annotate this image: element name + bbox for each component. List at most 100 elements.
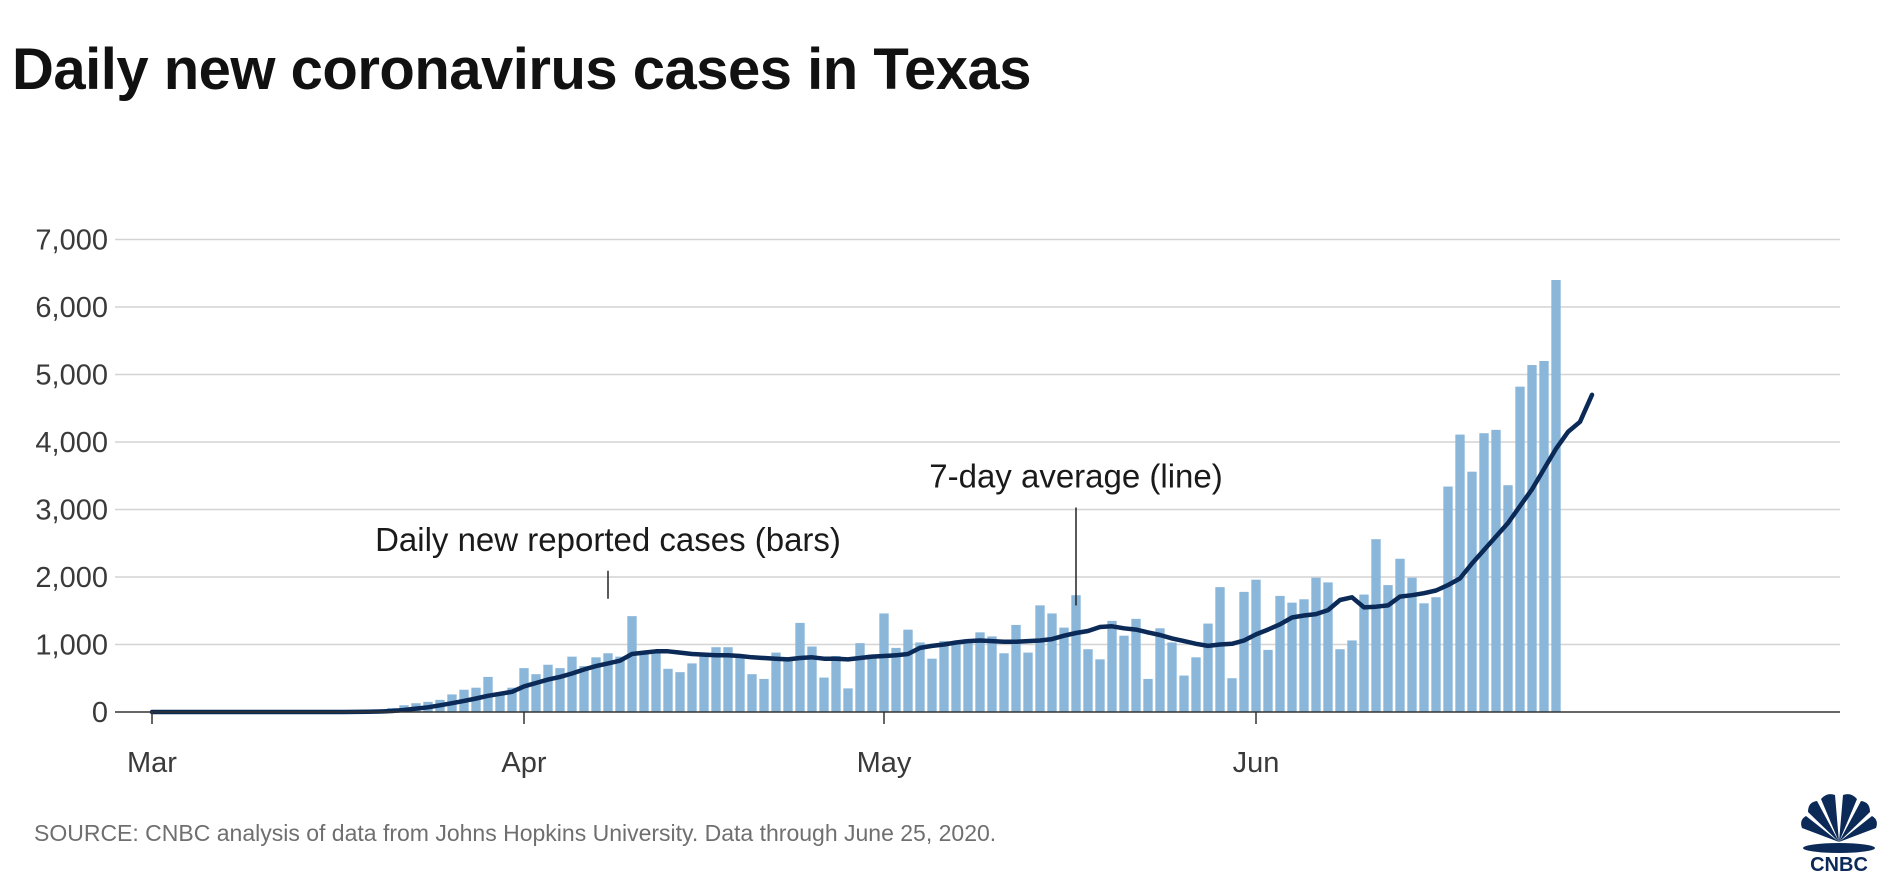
daily-cases-bar (651, 653, 661, 712)
daily-cases-bar (1455, 434, 1465, 712)
daily-cases-bar (759, 678, 769, 712)
daily-cases-bar (1287, 602, 1297, 712)
daily-cases-bar (1335, 649, 1345, 712)
daily-cases-bar (579, 666, 589, 712)
daily-cases-bar (591, 657, 601, 712)
daily-cases-bar (1155, 628, 1165, 712)
daily-cases-bar (1179, 675, 1189, 712)
annotation-label: Daily new reported cases (bars) (375, 521, 841, 558)
daily-cases-bar (1167, 642, 1177, 712)
daily-cases-bar (1107, 620, 1117, 712)
daily-cases-bar (783, 658, 793, 712)
seven-day-average-line (149, 392, 1595, 715)
daily-cases-bar (1275, 595, 1285, 712)
daily-cases-bar (1131, 618, 1141, 712)
y-tick-label: 7,000 (35, 225, 108, 257)
daily-cases-bar (531, 674, 541, 712)
daily-cases-bar (1311, 577, 1321, 712)
daily-cases-bar (1083, 649, 1093, 712)
daily-cases-bar (615, 656, 625, 712)
daily-cases-bar (1419, 603, 1429, 712)
daily-cases-bar (1239, 591, 1249, 712)
daily-cases-bar (555, 668, 565, 712)
daily-cases-bar (795, 622, 805, 712)
source-note: SOURCE: CNBC analysis of data from Johns… (34, 820, 997, 846)
daily-cases-bar (1071, 595, 1081, 712)
daily-cases-bar (1371, 539, 1381, 712)
daily-cases-bar (951, 643, 961, 712)
x-axis (115, 711, 1840, 724)
daily-cases-bar (1203, 623, 1213, 712)
daily-cases-bar (831, 655, 841, 712)
chart: 0 1,000 2,000 3,000 4,000 5,000 6,000 7,000 Mar… (35, 225, 1840, 779)
daily-cases-bar (1527, 365, 1537, 712)
daily-cases-bar (891, 647, 901, 712)
x-tick-label: Apr (501, 747, 546, 779)
y-tick-label: 1,000 (35, 630, 108, 662)
daily-cases-bar (1359, 594, 1369, 712)
daily-cases-bar (507, 687, 517, 712)
daily-cases-bar (1191, 657, 1201, 712)
y-tick-label: 4,000 (35, 427, 108, 459)
daily-cases-bar (1467, 471, 1477, 712)
cnbc-peacock-logo: CNBC (1801, 794, 1877, 874)
daily-cases-bar (1119, 635, 1129, 712)
daily-cases-bar (1491, 429, 1501, 712)
daily-cases-bars (351, 280, 1561, 712)
daily-cases-bar (1263, 649, 1273, 712)
y-tick-label: 6,000 (35, 292, 108, 324)
daily-cases-bar (915, 642, 925, 712)
daily-cases-bar (1347, 640, 1357, 712)
daily-cases-bar (495, 692, 505, 712)
y-axis-tick-labels: 0 1,000 2,000 3,000 4,000 5,000 6,000 7,000 (35, 225, 108, 730)
daily-cases-bar (855, 643, 865, 712)
daily-cases-bar (1395, 558, 1405, 712)
gridlines (115, 238, 1840, 646)
daily-cases-bar (1023, 652, 1033, 712)
daily-cases-bar (639, 651, 649, 712)
x-axis-tick-labels: Mar Apr May Jun (127, 747, 1279, 779)
daily-cases-bar (903, 629, 913, 712)
daily-cases-bar (1047, 613, 1057, 712)
daily-cases-bar (963, 639, 973, 712)
daily-cases-bar (663, 668, 673, 712)
daily-cases-bar (1299, 599, 1309, 712)
daily-cases-bar (723, 647, 733, 712)
chart-title: Daily new coronavirus cases in Texas (12, 37, 1031, 102)
daily-cases-bar (1251, 579, 1261, 712)
y-tick-label: 2,000 (35, 562, 108, 594)
daily-cases-bar (999, 653, 1009, 712)
daily-cases-bar (1323, 582, 1333, 712)
daily-cases-bar (735, 658, 745, 712)
daily-cases-bar (567, 656, 577, 712)
daily-cases-bar (711, 647, 721, 712)
daily-cases-bar (1143, 678, 1153, 712)
daily-cases-bar (1539, 361, 1549, 712)
y-tick-label: 5,000 (35, 360, 108, 392)
x-tick-label: Mar (127, 747, 177, 779)
daily-cases-bar (1035, 605, 1045, 712)
daily-cases-bar (1383, 585, 1393, 712)
daily-cases-bar (1551, 280, 1561, 712)
daily-cases-bar (699, 652, 709, 712)
daily-cases-bar (675, 672, 685, 712)
daily-cases-bar (1443, 486, 1453, 712)
daily-cases-bar (1431, 597, 1441, 712)
daily-cases-bar (543, 664, 553, 712)
daily-cases-bar (939, 641, 949, 712)
daily-cases-bar (819, 677, 829, 712)
annotation-label: 7-day average (line) (929, 458, 1223, 495)
daily-cases-bar (519, 668, 529, 712)
daily-cases-bar (1503, 485, 1513, 712)
daily-cases-bar (927, 658, 937, 712)
daily-cases-bar (687, 663, 697, 712)
daily-cases-bar (1215, 587, 1225, 712)
daily-cases-bar (987, 636, 997, 712)
daily-cases-bar (603, 653, 613, 712)
y-tick-label: 3,000 (35, 495, 108, 527)
daily-cases-bar (1515, 386, 1525, 712)
daily-cases-bar (1407, 577, 1417, 712)
x-tick-label: Jun (1233, 747, 1280, 779)
daily-cases-bar (1011, 624, 1021, 712)
daily-cases-bar (1059, 627, 1069, 712)
